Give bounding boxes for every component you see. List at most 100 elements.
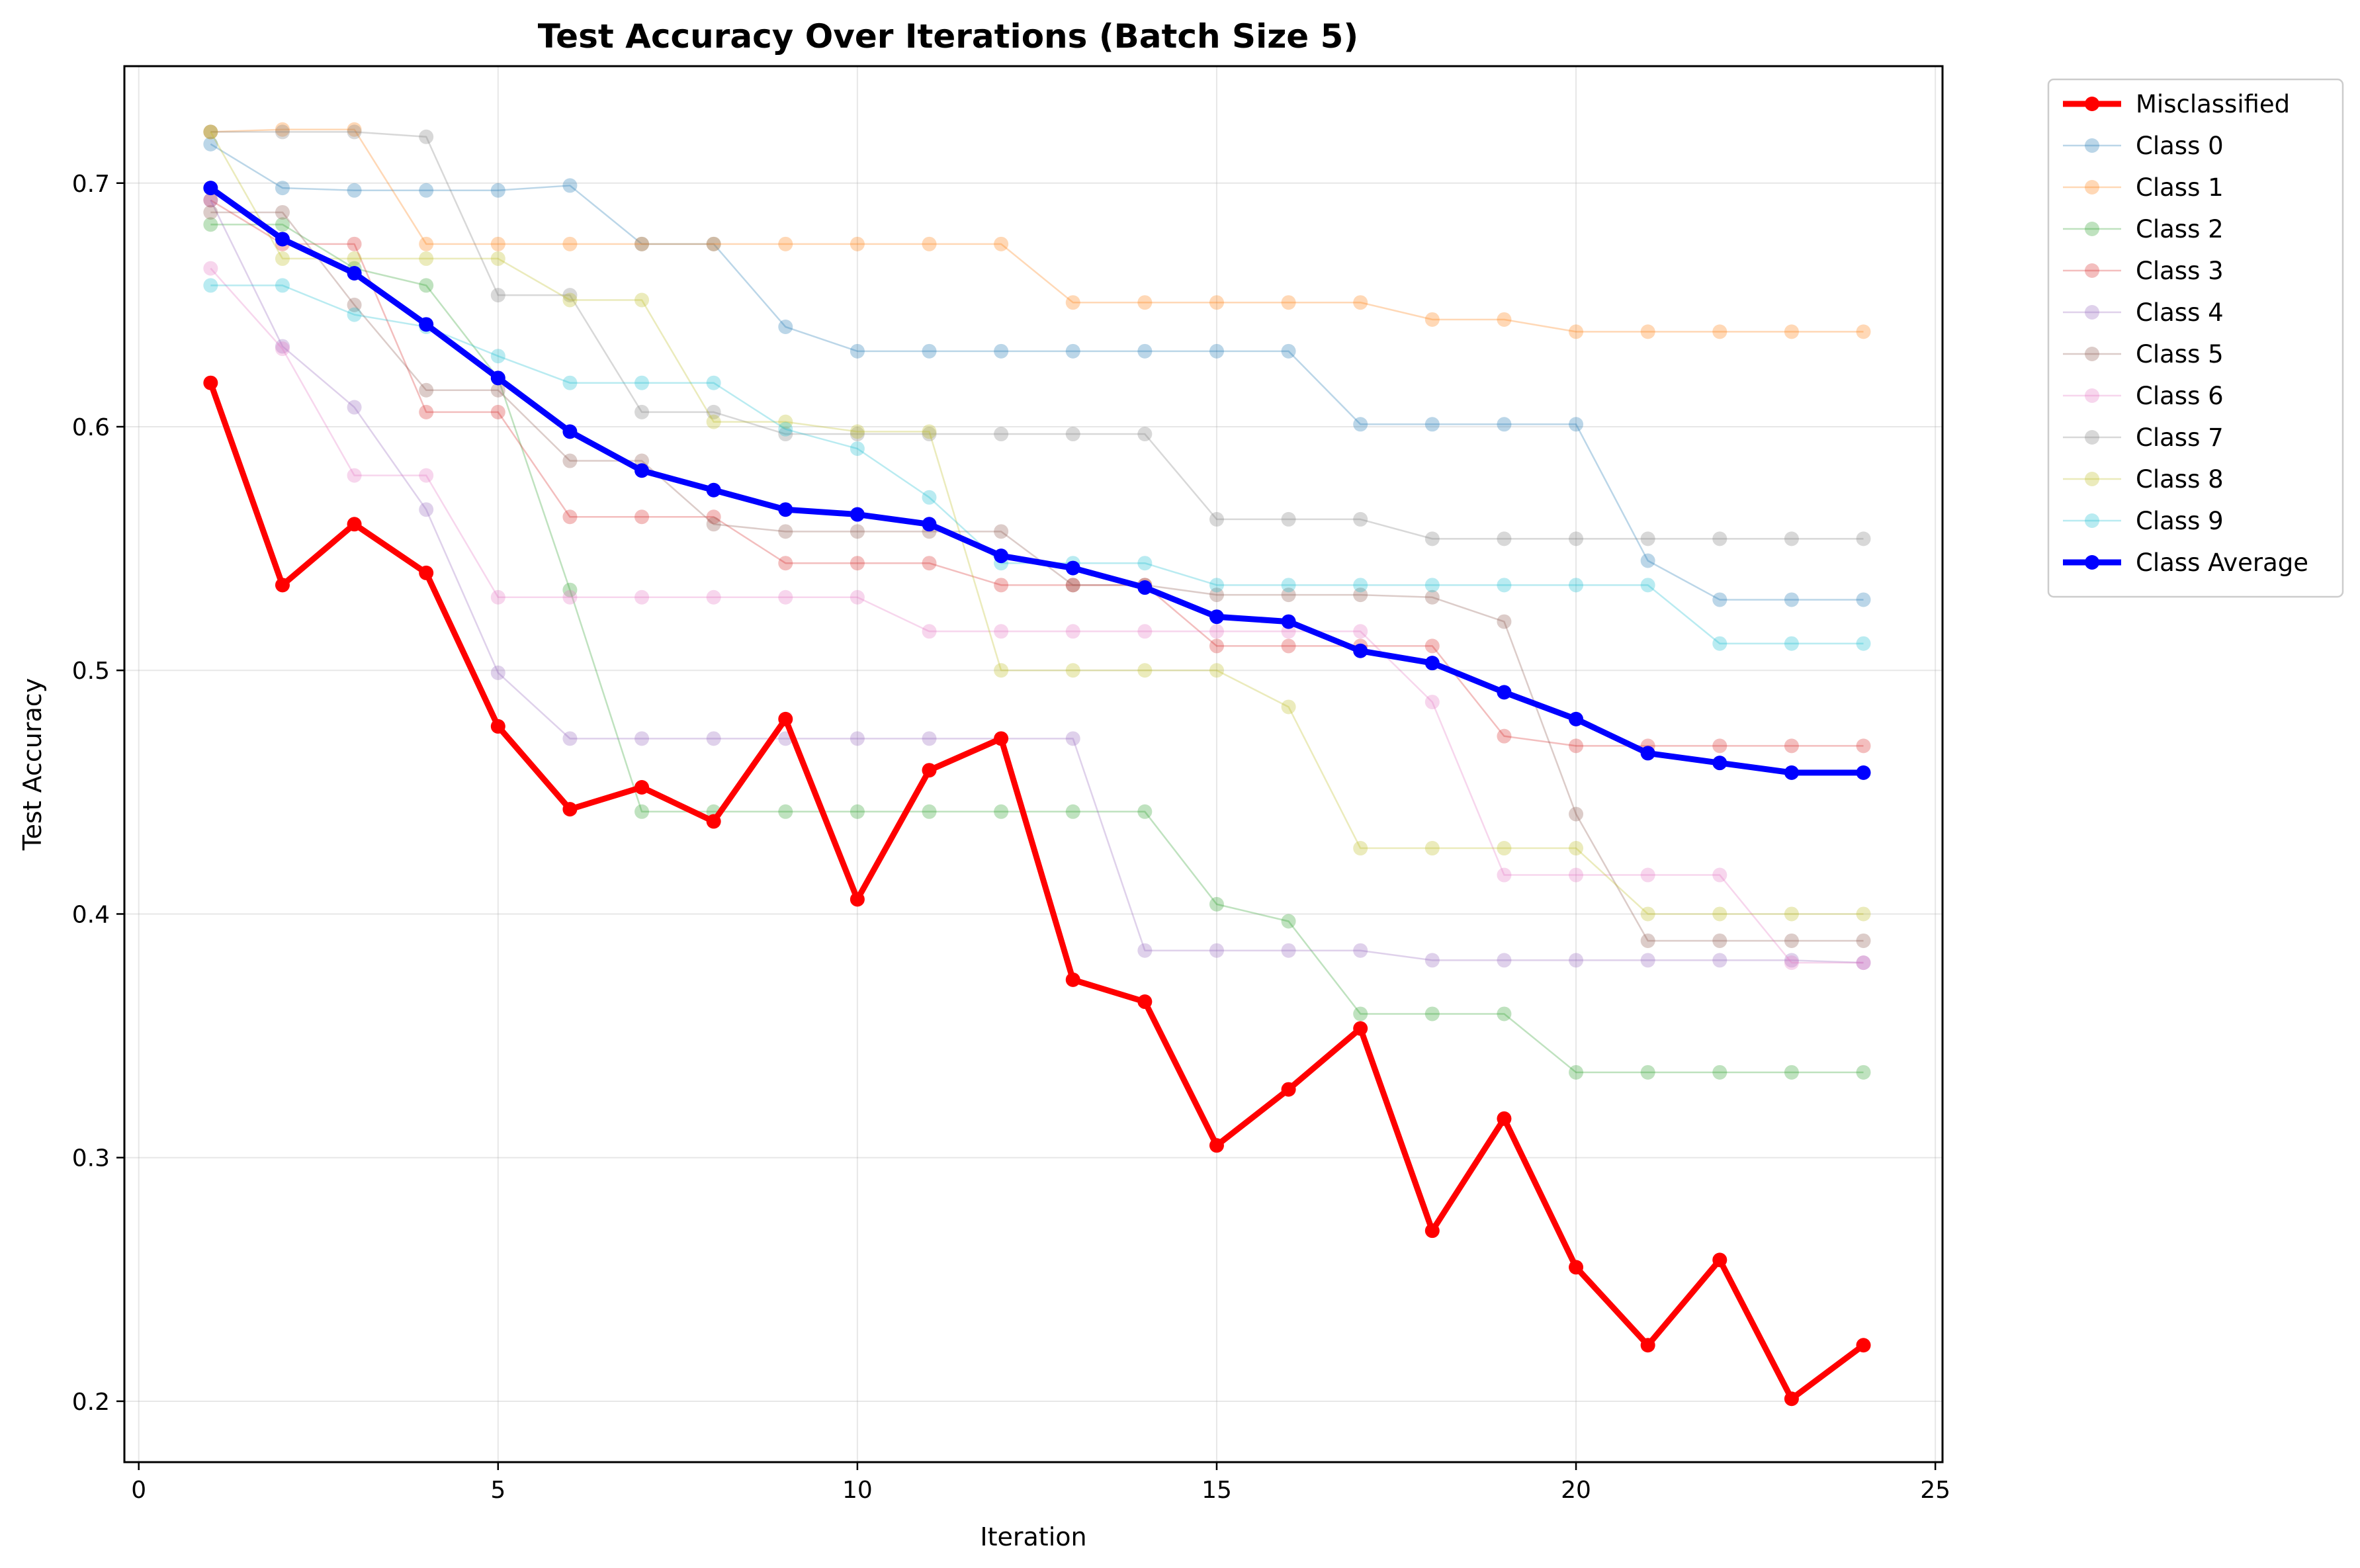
data-point-class-2: [1640, 1065, 1655, 1080]
data-point-misclassified: [490, 719, 505, 734]
data-point-class-7: [850, 427, 865, 442]
data-point-class-3: [778, 556, 793, 571]
data-point-class-1: [922, 236, 937, 251]
data-point-class-2: [1281, 914, 1296, 929]
data-point-class-5: [1569, 806, 1584, 822]
legend-label: Class 0: [2136, 132, 2224, 160]
data-point-class-5: [1640, 933, 1655, 948]
data-point-class-6: [490, 589, 505, 605]
x-tick-label: 0: [131, 1477, 146, 1504]
data-point-misclassified: [347, 517, 362, 532]
data-point-class-average: [1209, 609, 1224, 625]
data-point-class-1: [1712, 324, 1727, 339]
data-point-class-3: [1784, 738, 1799, 754]
data-point-class-6: [1137, 624, 1153, 639]
data-point-class-2: [1569, 1065, 1584, 1080]
data-point-class-3: [1497, 728, 1512, 744]
data-point-class-5: [706, 517, 721, 532]
data-point-class-2: [1856, 1065, 1871, 1080]
data-point-class-1: [1137, 295, 1153, 310]
series-line-class-3: [210, 199, 1864, 747]
data-point-class-0: [994, 343, 1009, 359]
data-point-misclassified: [1137, 994, 1153, 1010]
data-point-class-7: [994, 427, 1009, 442]
data-point-class-6: [1424, 695, 1440, 710]
data-point-class-6: [1712, 867, 1727, 883]
series-line-class-5: [210, 211, 1864, 942]
data-point-class-average: [1353, 643, 1368, 658]
data-point-class-0: [203, 136, 218, 152]
data-point-class-6: [203, 261, 218, 276]
data-point-misclassified: [850, 892, 865, 907]
data-point-class-1: [347, 122, 362, 137]
data-point-class-0: [922, 343, 937, 359]
data-point-misclassified: [1065, 972, 1080, 987]
data-point-class-8: [1640, 906, 1655, 922]
data-point-class-1: [1065, 295, 1080, 310]
data-point-class-4: [1784, 953, 1799, 968]
data-point-class-9: [1424, 578, 1440, 593]
data-point-class-2: [850, 804, 865, 819]
data-point-class-5: [562, 453, 578, 468]
data-point-class-3: [706, 509, 721, 525]
data-point-class-4: [1137, 943, 1153, 958]
data-point-misclassified: [1353, 1021, 1368, 1036]
data-point-class-4: [1712, 953, 1727, 968]
data-point-class-average: [1065, 560, 1080, 576]
data-point-class-6: [1353, 624, 1368, 639]
data-point-class-8: [1137, 663, 1153, 678]
legend-label: Class 9: [2136, 507, 2224, 535]
data-point-misclassified: [1856, 1338, 1871, 1353]
legend-swatch-marker: [2085, 180, 2099, 195]
legend-entry-class-5: Class 5: [2063, 340, 2224, 369]
data-point-class-0: [490, 183, 505, 198]
data-point-class-6: [850, 589, 865, 605]
data-point-class-5: [1424, 589, 1440, 605]
y-tick-label: 0.5: [72, 658, 110, 685]
series-class-4: [203, 193, 1871, 971]
legend-entry-class-0: Class 0: [2063, 132, 2224, 160]
data-point-class-average: [347, 266, 362, 281]
data-point-class-7: [347, 124, 362, 140]
legend-label: Class Average: [2136, 548, 2308, 577]
data-point-class-3: [203, 193, 218, 208]
data-point-class-3: [1424, 638, 1440, 654]
data-point-class-9: [922, 490, 937, 505]
x-tick-label: 15: [1202, 1477, 1232, 1504]
legend-entry-misclassified: Misclassified: [2063, 90, 2290, 118]
data-point-class-1: [419, 236, 434, 251]
data-point-class-1: [1497, 312, 1512, 327]
data-point-misclassified: [275, 578, 290, 593]
data-point-misclassified: [1784, 1391, 1799, 1407]
data-point-class-7: [1281, 511, 1296, 527]
data-point-class-1: [1353, 295, 1368, 310]
data-point-class-7: [562, 288, 578, 303]
legend-swatch-marker: [2085, 305, 2099, 320]
series-line-class-8: [210, 131, 1864, 915]
data-point-class-7: [1424, 531, 1440, 546]
data-point-class-6: [1856, 955, 1871, 971]
data-point-class-2: [634, 804, 650, 819]
data-point-class-0: [1569, 417, 1584, 432]
data-point-class-7: [1065, 427, 1080, 442]
x-tick-label: 5: [490, 1477, 505, 1504]
data-point-class-0: [1065, 343, 1080, 359]
data-point-class-9: [706, 375, 721, 390]
legend-label: Class 4: [2136, 298, 2224, 327]
data-point-class-5: [275, 204, 290, 220]
data-point-class-average: [1424, 656, 1440, 671]
data-point-class-4: [1281, 943, 1296, 958]
data-point-class-6: [1497, 867, 1512, 883]
data-point-class-6: [1209, 624, 1224, 639]
data-point-class-2: [1712, 1065, 1727, 1080]
data-point-class-7: [706, 404, 721, 419]
data-point-class-5: [1712, 933, 1727, 948]
legend-entry-class-4: Class 4: [2063, 298, 2224, 327]
legend-swatch-marker: [2085, 347, 2099, 361]
data-point-class-1: [778, 236, 793, 251]
data-point-class-7: [490, 288, 505, 303]
data-point-class-average: [850, 507, 865, 522]
data-point-class-3: [634, 509, 650, 525]
